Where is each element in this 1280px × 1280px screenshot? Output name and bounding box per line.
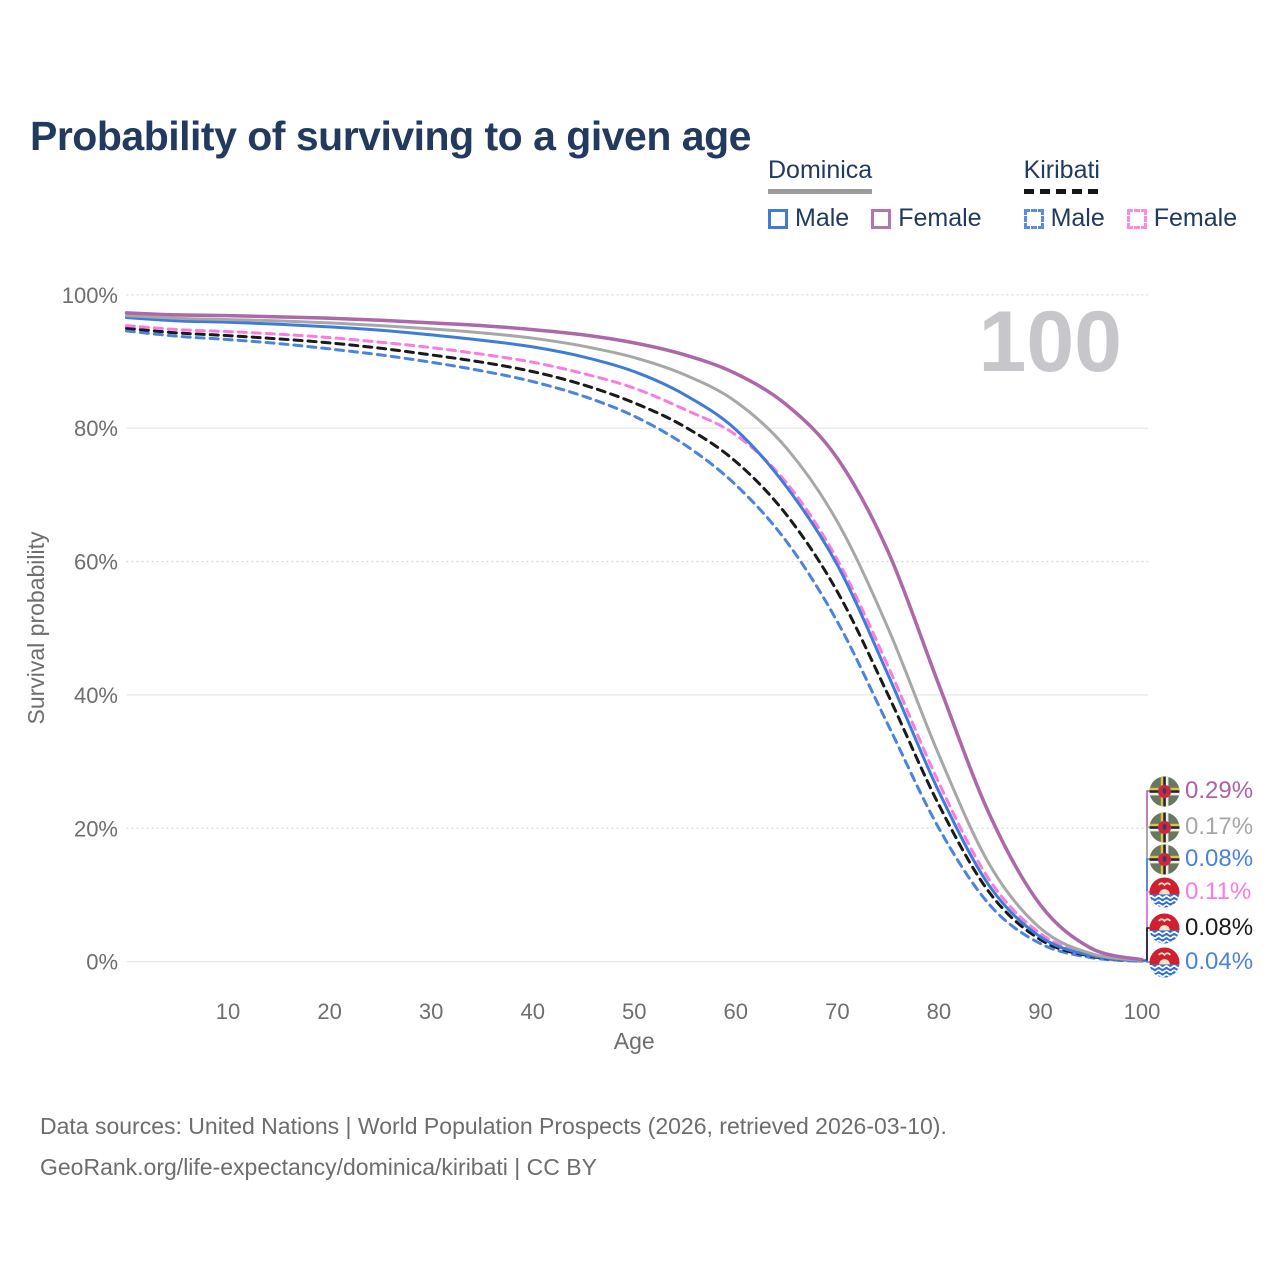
end-label-dominica-male: 0.08% bbox=[1149, 843, 1253, 875]
end-label-value: 0.17% bbox=[1185, 813, 1254, 840]
end-label-dominica-female: 0.29% bbox=[1149, 775, 1253, 807]
kiribati-flag-icon bbox=[1149, 912, 1180, 944]
legend-item-dominica-male[interactable]: Male bbox=[768, 204, 849, 233]
end-label-dominica-both: 0.17% bbox=[1149, 811, 1253, 843]
series-line-dominica-female bbox=[124, 311, 1144, 962]
dominica-flag-icon bbox=[1149, 811, 1180, 843]
x-tick-label-90: 90 bbox=[1028, 999, 1052, 1024]
attribution-line: GeoRank.org/life-expectancy/dominica/kir… bbox=[40, 1154, 597, 1180]
x-tick-label-100: 100 bbox=[1124, 999, 1161, 1024]
legend-swatch bbox=[1023, 208, 1044, 229]
x-tick-label-30: 30 bbox=[419, 999, 443, 1024]
x-tick-label-80: 80 bbox=[927, 999, 951, 1024]
y-tick-label-100: 100% bbox=[62, 283, 118, 308]
dominica-flag-icon bbox=[1149, 843, 1180, 875]
series-line-kiribati-both bbox=[125, 326, 1144, 963]
x-axis-label: Age bbox=[614, 1028, 655, 1054]
kiribati-flag-icon bbox=[1149, 876, 1180, 908]
legend-item-label: Female bbox=[1153, 204, 1238, 232]
series-line-kiribati-male bbox=[125, 329, 1144, 963]
series-line-kiribati-female bbox=[125, 324, 1144, 963]
age-indicator: 100 bbox=[979, 294, 1123, 390]
end-label-kiribati-male: 0.04% bbox=[1149, 946, 1253, 978]
legend-group-title: Kiribati bbox=[1023, 156, 1100, 184]
legend-swatch bbox=[1126, 208, 1147, 229]
end-label-value: 0.04% bbox=[1185, 948, 1254, 975]
dashed-line-swatch bbox=[1023, 189, 1100, 194]
legend-item-dominica-female[interactable]: Female bbox=[871, 204, 982, 233]
x-tick-label-60: 60 bbox=[724, 999, 748, 1024]
y-tick-label-60: 60% bbox=[74, 550, 118, 575]
end-label-value: 0.29% bbox=[1185, 777, 1254, 804]
end-label-kiribati-both: 0.08% bbox=[1149, 912, 1253, 944]
legend-swatch bbox=[768, 208, 788, 229]
legend-swatch bbox=[871, 208, 892, 229]
y-tick-label-20: 20% bbox=[74, 816, 118, 841]
x-tick-label-10: 10 bbox=[216, 999, 240, 1024]
y-tick-label-0: 0% bbox=[86, 950, 118, 975]
legend-item-label: Male bbox=[795, 204, 850, 232]
legend-group-title: Dominica bbox=[768, 156, 873, 184]
x-tick-label-40: 40 bbox=[520, 999, 544, 1024]
legend-group-kiribati: Kiribati Male Female bbox=[1023, 156, 1238, 233]
series-line-dominica-both bbox=[125, 314, 1144, 962]
series-line-dominica-male bbox=[125, 316, 1144, 963]
dominica-flag-icon bbox=[1149, 775, 1180, 807]
legend-group-dominica: Dominica Male Female bbox=[768, 156, 982, 233]
page-title: Probability of surviving to a given age bbox=[30, 113, 751, 160]
end-label-value: 0.08% bbox=[1185, 845, 1254, 872]
x-tick-label-20: 20 bbox=[317, 999, 341, 1024]
data-sources-line: Data sources: United Nations | World Pop… bbox=[40, 1113, 947, 1139]
x-tick-label-50: 50 bbox=[622, 999, 646, 1024]
y-tick-label-40: 40% bbox=[74, 683, 118, 708]
end-label-value: 0.08% bbox=[1185, 914, 1254, 941]
x-tick-label-70: 70 bbox=[825, 999, 849, 1024]
y-axis-label: Survival probability bbox=[23, 531, 49, 725]
legend-item-label: Male bbox=[1050, 204, 1105, 232]
solid-line-swatch bbox=[768, 189, 873, 194]
legend: Dominica Male Female Kiribati Male Female bbox=[768, 156, 1237, 233]
legend-item-label: Female bbox=[898, 204, 982, 232]
y-tick-label-80: 80% bbox=[74, 416, 118, 441]
legend-item-kiribati-female[interactable]: Female bbox=[1126, 204, 1238, 233]
end-label-kiribati-female: 0.11% bbox=[1149, 876, 1251, 908]
footer: Data sources: United Nations | World Pop… bbox=[40, 1106, 947, 1188]
kiribati-flag-icon bbox=[1149, 946, 1180, 978]
legend-item-kiribati-male[interactable]: Male bbox=[1023, 204, 1105, 233]
end-label-value: 0.11% bbox=[1185, 878, 1252, 905]
